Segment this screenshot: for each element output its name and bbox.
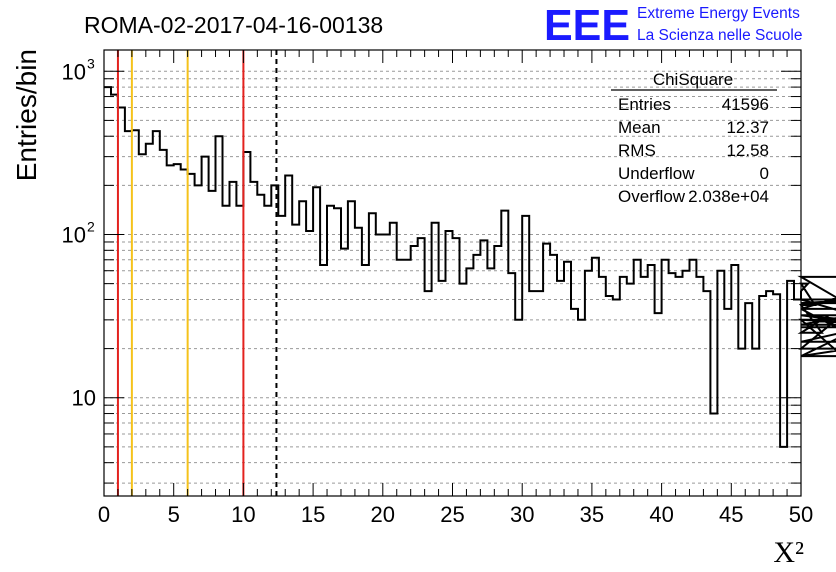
stats-label: Entries [618,95,671,114]
y-tick-exponent: 2 [87,219,95,235]
x-tick-label: 25 [440,502,464,527]
stats-label: Mean [618,118,661,137]
stats-title: ChiSquare [653,70,733,89]
x-tick-label: 45 [719,502,743,527]
logo-mark: EEE [544,1,630,50]
eee-logo: EEE Extreme Energy Events La Scienza nel… [544,1,802,50]
marker-lines [116,50,278,496]
x-tick-label: 30 [510,502,534,527]
stats-value: 41596 [722,95,769,114]
x-axis-title: X² [773,536,804,569]
logo-line-2: La Scienza nelle Scuole [637,27,802,44]
x-tick-label: 50 [789,502,813,527]
stats-value: 12.37 [726,118,769,137]
x-tick-label: 40 [649,502,673,527]
x-tick-label: 35 [580,502,604,527]
axis-ticks [103,50,802,496]
x-tick-label: 5 [168,502,180,527]
chart-title: ROMA-02-2017-04-16-00138 [84,12,383,38]
stats-value: 12.58 [726,141,769,160]
x-tick-labels: 0 5 10 15 20 25 30 35 40 45 50 [98,502,813,527]
x-tick-label: 0 [98,502,110,527]
stats-box: ChiSquare Entries 41596 Mean 12.37 RMS 12.58 U… [611,70,777,206]
stats-value: 2.038e+04 [688,187,769,206]
x-tick-label: 10 [231,502,255,527]
y-axis-title: Entries/bin [11,49,42,181]
logo-line-1: Extreme Energy Events [637,5,800,22]
stats-label: RMS [618,141,656,160]
y-tick-label: 10 [62,223,86,248]
stats-label: Overflow [618,187,686,206]
grid-lines [104,70,801,484]
stats-value: 0 [760,164,769,183]
x-tick-label: 20 [371,502,395,527]
y-tick-label: 10 [72,386,96,411]
stats-rows: Entries 41596 Mean 12.37 RMS 12.58 Underflow 0 O… [618,95,769,206]
x-tick-label: 15 [301,502,325,527]
stats-label: Underflow [618,164,695,183]
y-tick-label: 10 [62,59,86,84]
y-tick-exponent: 3 [87,55,95,71]
